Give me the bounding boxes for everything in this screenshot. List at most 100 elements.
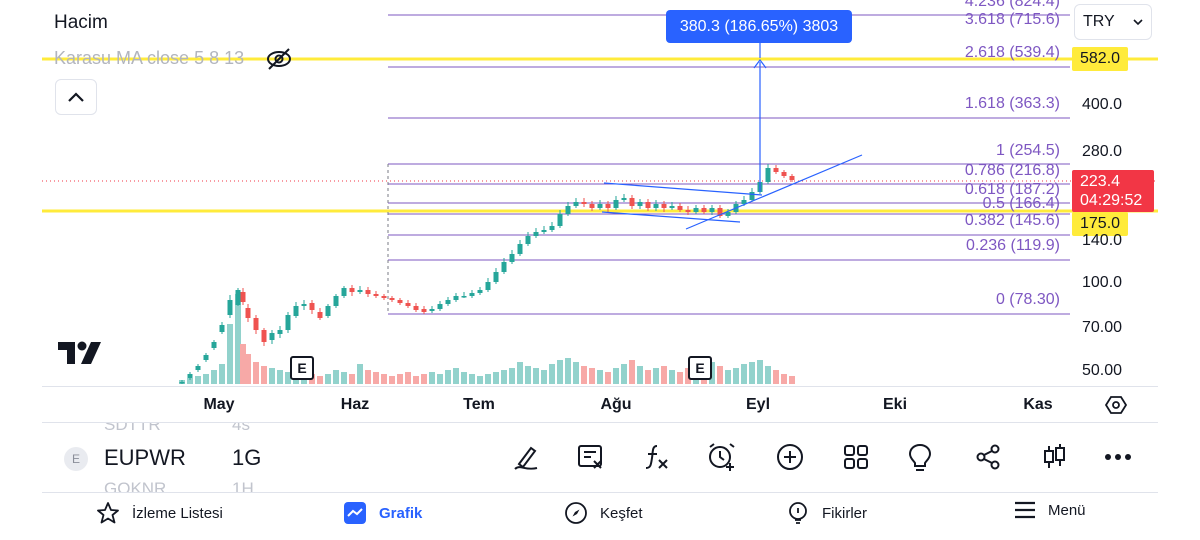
nav-watchlist[interactable]: İzleme Listesi — [96, 501, 223, 525]
chart-area[interactable]: Hacim Karasu MA close 5 8 13 380.3 (186.… — [42, 0, 1158, 387]
chart-icon — [344, 502, 366, 524]
volume-bar — [741, 364, 747, 384]
volume-bar — [485, 374, 491, 384]
volume-bar — [219, 364, 225, 384]
volume-bar — [195, 376, 201, 384]
earnings-event-marker[interactable]: E — [688, 356, 712, 380]
currency-select[interactable]: TRY — [1074, 4, 1152, 40]
candle-body — [211, 342, 217, 348]
star-icon — [97, 502, 119, 524]
remove-drawings-button[interactable] — [570, 437, 610, 477]
add-alert-button[interactable] — [702, 437, 742, 477]
volume-bar — [653, 368, 659, 384]
time-tick: Tem — [463, 396, 495, 413]
volume-bar — [637, 366, 643, 384]
candle-body — [261, 330, 267, 342]
divider — [42, 386, 1158, 387]
fib-level-label: 0.236 (119.9) — [966, 237, 1060, 254]
volume-bar — [661, 366, 667, 384]
nav-menu[interactable]: Menü — [1014, 501, 1086, 519]
time-tick: Kas — [1023, 396, 1053, 413]
ideas-tool-button[interactable] — [900, 437, 940, 477]
candle-body — [669, 206, 675, 208]
alert-price-badge-bottom[interactable]: 175.0 — [1072, 212, 1129, 236]
collapse-legend-button[interactable] — [55, 79, 97, 115]
nav-explore[interactable]: Keşfet — [564, 501, 643, 525]
eye-hidden-icon[interactable] — [264, 46, 294, 72]
chart-settings-icon[interactable] — [1104, 393, 1128, 417]
price-tick: 100.0 — [1082, 274, 1123, 291]
candle-body — [573, 202, 579, 206]
fib-level-label: 0.786 (216.8) — [964, 162, 1060, 179]
candlesticks — [179, 164, 795, 384]
price-chart[interactable] — [42, 0, 1158, 387]
layout-button[interactable] — [836, 437, 876, 477]
volume-bar — [581, 366, 587, 384]
candle-body — [333, 296, 339, 306]
more-button[interactable] — [1098, 437, 1138, 477]
volume-bar — [573, 362, 579, 384]
candle-body — [597, 204, 603, 208]
candle-body — [661, 204, 667, 208]
time-axis[interactable]: May Haz Tem Ağu Eyl Eki Kas — [42, 387, 1158, 423]
price-scale[interactable]: TRY 582.0 400.0 280.0 223.4 04:29:52 175… — [1072, 0, 1158, 387]
share-button[interactable] — [968, 437, 1008, 477]
volume-bar — [333, 370, 339, 384]
volume-bar — [461, 372, 467, 384]
drawing-tools-button[interactable] — [506, 437, 546, 477]
candle-body — [749, 192, 755, 200]
nav-ideas[interactable]: Fikirler — [786, 501, 867, 525]
candle-body — [565, 206, 571, 214]
plus-circle-icon — [777, 444, 803, 470]
volume-bar — [269, 368, 275, 384]
volume-bar — [437, 374, 443, 384]
chart-type-button[interactable] — [1034, 437, 1074, 477]
alert-price-badge-top[interactable]: 582.0 — [1072, 47, 1129, 71]
fib-level-label: 0.618 (187.2) — [964, 181, 1060, 198]
candle-body — [285, 315, 291, 330]
volume-bar — [757, 360, 763, 384]
volume-bar — [493, 372, 499, 384]
candle-body — [187, 374, 193, 378]
symbol-name[interactable]: EUPWR — [104, 445, 186, 470]
candle-body — [301, 304, 307, 306]
candle-body — [227, 300, 233, 315]
volume-bar — [525, 366, 531, 384]
candle-body — [501, 262, 507, 272]
symbol-picker[interactable]: SDTTR 4s E EUPWR 1G GOKNR 1H — [42, 423, 1158, 493]
volume-bar — [501, 370, 507, 384]
volume-bar — [357, 364, 363, 384]
candle-body — [621, 198, 627, 200]
volume-bar — [605, 372, 611, 384]
candle-body — [709, 208, 715, 212]
volume-bar — [477, 376, 483, 384]
volume-bars — [179, 294, 795, 384]
nav-chart[interactable]: Grafik — [343, 501, 422, 525]
candle-body — [629, 198, 635, 206]
candle-body — [781, 172, 787, 176]
last-price-badge: 223.4 04:29:52 — [1072, 170, 1154, 212]
price-tick: 400.0 — [1082, 96, 1123, 113]
price-tick: 280.0 — [1082, 143, 1123, 160]
volume-bar — [781, 374, 787, 384]
earnings-event-marker[interactable]: E — [290, 356, 314, 380]
candle-body — [685, 210, 691, 212]
nav-chart-label: Grafik — [379, 504, 423, 522]
volume-bar — [373, 372, 379, 384]
candle-body — [203, 355, 209, 360]
candle-body — [269, 333, 275, 340]
volume-bar — [211, 370, 217, 384]
volume-bar — [429, 372, 435, 384]
volume-bar — [227, 324, 233, 384]
add-button[interactable] — [770, 437, 810, 477]
interval-value[interactable]: 1G — [232, 445, 262, 470]
ghost-interval-prev: 4s — [232, 423, 250, 434]
candle-body — [349, 288, 355, 292]
time-tick: May — [203, 396, 235, 413]
volume-bar — [245, 354, 251, 384]
candle-body — [437, 304, 443, 309]
indicators-button[interactable] — [636, 437, 676, 477]
volume-bar — [469, 374, 475, 384]
fib-level-label: 0.382 (145.6) — [964, 212, 1060, 229]
volume-bar — [533, 368, 539, 384]
